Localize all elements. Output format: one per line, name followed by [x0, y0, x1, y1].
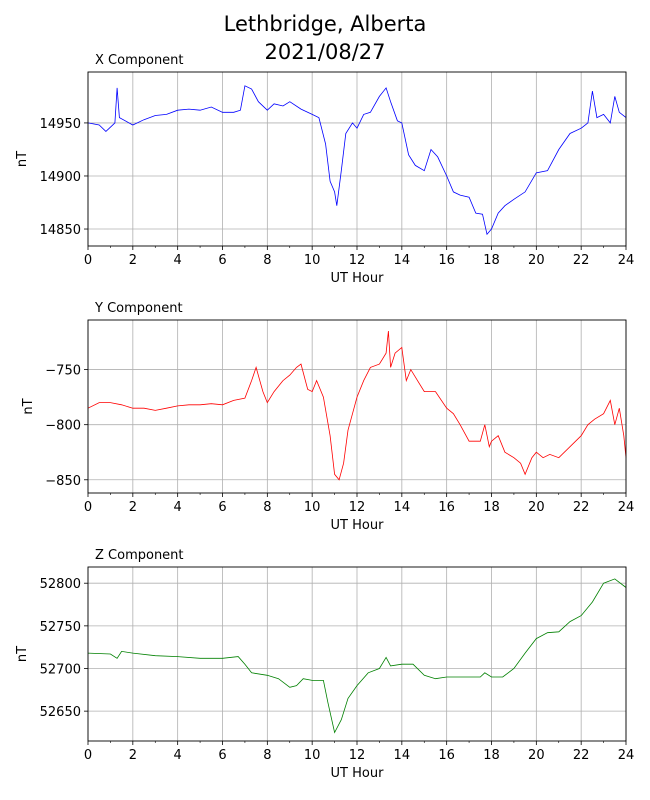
- x-tick-label: 0: [84, 748, 92, 763]
- y-tick-label: −750: [45, 364, 81, 379]
- x-tick-label: 10: [304, 253, 321, 268]
- x-tick-label: 16: [438, 500, 455, 515]
- figure-title-date: 2021/08/27: [264, 40, 386, 64]
- figure-title-station: Lethbridge, Alberta: [223, 12, 427, 36]
- x-tick-label: 24: [618, 253, 635, 268]
- y-tick-label: 14900: [40, 170, 81, 185]
- x-tick-label: 16: [438, 253, 455, 268]
- x-tick-label: 22: [573, 500, 590, 515]
- y-axis-label: nT: [15, 151, 30, 167]
- axes-frame: [87, 566, 627, 742]
- panel-3: 0 2 4 6 8 10 12 14 16 18 20 22 245265052700527505280…: [15, 548, 634, 781]
- x-tick-label: 0: [84, 253, 92, 268]
- x-tick-label: 2: [129, 253, 137, 268]
- x-tick-label: 10: [304, 748, 321, 763]
- x-tick-label: 6: [218, 500, 226, 515]
- x-tick-label: 4: [174, 500, 182, 515]
- x-tick-label: 18: [483, 748, 500, 763]
- data-series-line: [87, 85, 627, 236]
- x-tick-label: 0: [84, 500, 92, 515]
- y-tick-label: 52750: [40, 620, 81, 635]
- x-axis-label: UT Hour: [331, 518, 385, 533]
- x-tick-label: 10: [304, 500, 321, 515]
- y-axis-label: nT: [21, 398, 36, 414]
- y-tick-label: 14850: [40, 223, 81, 238]
- axes-frame: [87, 319, 627, 494]
- data-series-line: [87, 578, 627, 734]
- panel-title: Y Component: [94, 301, 183, 316]
- x-tick-label: 22: [573, 748, 590, 763]
- x-tick-label: 12: [349, 253, 366, 268]
- panel-title: X Component: [95, 53, 184, 68]
- data-series-line: [87, 330, 627, 481]
- x-tick-label: 14: [394, 253, 411, 268]
- y-tick-label: 14950: [40, 117, 81, 132]
- axes-frame: [87, 71, 627, 247]
- x-tick-label: 12: [349, 500, 366, 515]
- x-tick-label: 20: [528, 500, 545, 515]
- x-tick-label: 14: [394, 500, 411, 515]
- y-tick-label: 52700: [40, 663, 81, 678]
- x-tick-label: 2: [129, 748, 137, 763]
- x-tick-label: 18: [483, 253, 500, 268]
- x-axis-label: UT Hour: [331, 271, 385, 286]
- x-tick-label: 22: [573, 253, 590, 268]
- x-tick-label: 12: [349, 748, 366, 763]
- x-axis-label: UT Hour: [331, 766, 385, 781]
- x-tick-label: 24: [618, 748, 635, 763]
- y-axis-label: nT: [15, 646, 30, 662]
- x-tick-label: 20: [528, 253, 545, 268]
- x-tick-label: 16: [438, 748, 455, 763]
- x-tick-label: 8: [263, 748, 271, 763]
- x-tick-label: 2: [129, 500, 137, 515]
- x-tick-label: 14: [394, 748, 411, 763]
- y-tick-label: 52650: [40, 705, 81, 720]
- x-tick-label: 4: [174, 253, 182, 268]
- x-tick-label: 8: [263, 253, 271, 268]
- x-tick-label: 6: [218, 253, 226, 268]
- panel-title: Z Component: [95, 548, 184, 563]
- y-tick-label: −800: [45, 419, 81, 434]
- x-tick-label: 18: [483, 500, 500, 515]
- y-tick-label: 52800: [40, 577, 81, 592]
- x-tick-label: 4: [174, 748, 182, 763]
- y-tick-label: −850: [45, 474, 81, 489]
- x-tick-label: 8: [263, 500, 271, 515]
- x-tick-label: 20: [528, 748, 545, 763]
- x-tick-label: 6: [218, 748, 226, 763]
- x-tick-label: 24: [618, 500, 635, 515]
